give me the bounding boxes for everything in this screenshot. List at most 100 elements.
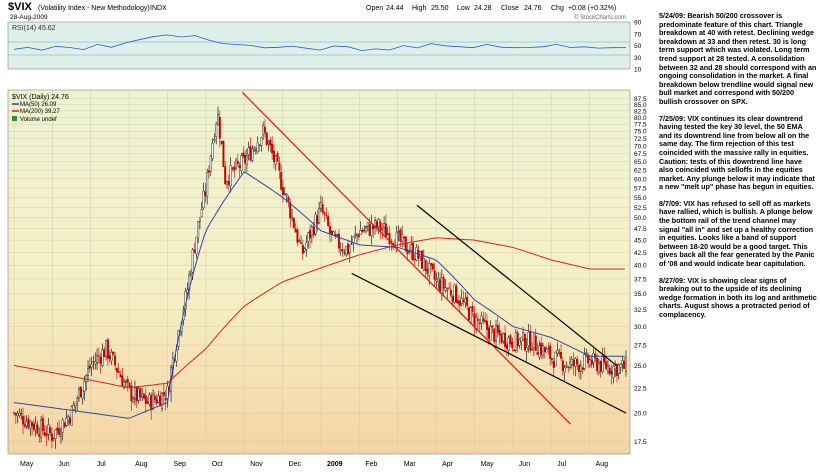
candle-body <box>218 116 221 139</box>
candle-body <box>159 395 162 407</box>
candle-body <box>487 327 490 339</box>
candle-body <box>52 437 55 439</box>
candle-body <box>366 222 369 227</box>
candle-body <box>79 386 82 398</box>
candle-body <box>523 333 526 351</box>
candle-body <box>133 387 136 399</box>
x-tick-label: Oct <box>212 461 223 468</box>
candle-body <box>76 398 79 402</box>
candle-body <box>258 144 261 146</box>
candle-body <box>72 404 75 410</box>
legend: $VIX (Daily) 24.76 MA(50) 26.09 MA(200) … <box>12 94 69 123</box>
y-tick-label: 35.0 <box>634 291 647 298</box>
candle-body <box>430 263 433 266</box>
y-tick-label: 85.0 <box>634 102 647 109</box>
candle-body <box>115 367 118 372</box>
candle-body <box>269 139 272 146</box>
candle-body <box>59 434 62 437</box>
candle-body <box>193 249 196 253</box>
y-tick-label: 82.5 <box>634 108 647 115</box>
candle-body <box>531 348 534 350</box>
candle-body <box>489 326 492 341</box>
candle-body <box>294 228 297 233</box>
candle-body <box>211 143 214 159</box>
x-tick-label: Apr <box>442 461 454 468</box>
candle-body <box>29 421 32 429</box>
candle-body <box>300 242 303 244</box>
candle-body <box>215 123 218 137</box>
candle-body <box>549 345 552 360</box>
y-tick-label: 17.5 <box>634 439 647 446</box>
candle-body <box>505 344 508 349</box>
chg-value: +0.08 (+0.32%) <box>568 5 616 12</box>
watermark: © StockCharts.com <box>574 14 626 21</box>
candle-body <box>552 361 555 368</box>
candle-body <box>377 219 380 228</box>
candle-body <box>397 231 400 234</box>
candle-body <box>161 392 164 409</box>
candle-body <box>16 413 19 416</box>
candle-body <box>32 423 35 430</box>
candle-body <box>12 412 15 414</box>
candle-body <box>621 360 624 365</box>
candle-body <box>435 279 438 282</box>
x-tick-label: Sep <box>173 461 186 468</box>
candle-body <box>50 433 53 441</box>
candle-body <box>224 166 227 185</box>
candle-body <box>153 395 156 401</box>
candle-body <box>85 374 88 382</box>
symbol-name: (Volatility Index - New Methodology) <box>38 5 150 12</box>
rsi-tick-label: 70 <box>634 31 642 38</box>
candle-body <box>574 358 577 367</box>
ohlc-summary: Open 24.44 High 25.50 Low 24.28 Close 24… <box>366 5 616 12</box>
candle-body <box>90 364 93 368</box>
high-value: 25.50 <box>431 5 449 12</box>
candle-body <box>491 325 494 328</box>
rsi-tick-label: 30 <box>634 55 642 62</box>
candle-body <box>263 126 266 133</box>
candle-body <box>550 358 553 361</box>
candle-body <box>231 167 234 169</box>
candle-body <box>328 225 331 234</box>
candle-body <box>422 257 425 271</box>
note-4: 8/27/09: VIX is showing clear signs of b… <box>659 275 817 319</box>
candle-body <box>612 366 615 378</box>
candle-body <box>411 242 414 260</box>
x-tick-label: Jun <box>58 461 69 468</box>
candle-body <box>567 366 570 368</box>
candle-body <box>581 367 584 370</box>
candle-body <box>164 398 167 401</box>
candle-body <box>31 421 34 427</box>
candle-body <box>321 204 324 213</box>
candle-body <box>209 155 212 172</box>
candle-body <box>240 155 243 171</box>
ma200-line <box>13 237 625 389</box>
candle-body <box>527 331 530 347</box>
candle-body <box>97 355 100 357</box>
candle-body <box>103 349 106 357</box>
y-tick-label: 87.5 <box>634 96 647 103</box>
candle-body <box>560 352 563 359</box>
candle-body <box>191 249 194 273</box>
candle-body <box>585 352 588 355</box>
candle-body <box>303 248 306 252</box>
candle-body <box>339 249 342 252</box>
candle-body <box>615 364 618 377</box>
symbol-title: $VIX <box>8 1 33 13</box>
candle-body <box>614 365 617 370</box>
candle-body <box>119 374 122 378</box>
candle-body <box>356 233 359 236</box>
candle-body <box>590 360 593 366</box>
candle-body <box>511 341 514 349</box>
y-tick-label: 42.5 <box>634 250 647 257</box>
candle-body <box>518 339 521 346</box>
candle-body <box>312 226 315 235</box>
candle-body <box>272 150 275 162</box>
y-tick-label: 27.5 <box>634 343 647 350</box>
candle-body <box>596 357 599 372</box>
candle-body <box>475 317 478 330</box>
candle-body <box>99 357 102 364</box>
candle-body <box>202 190 205 208</box>
candle-body <box>162 391 165 397</box>
